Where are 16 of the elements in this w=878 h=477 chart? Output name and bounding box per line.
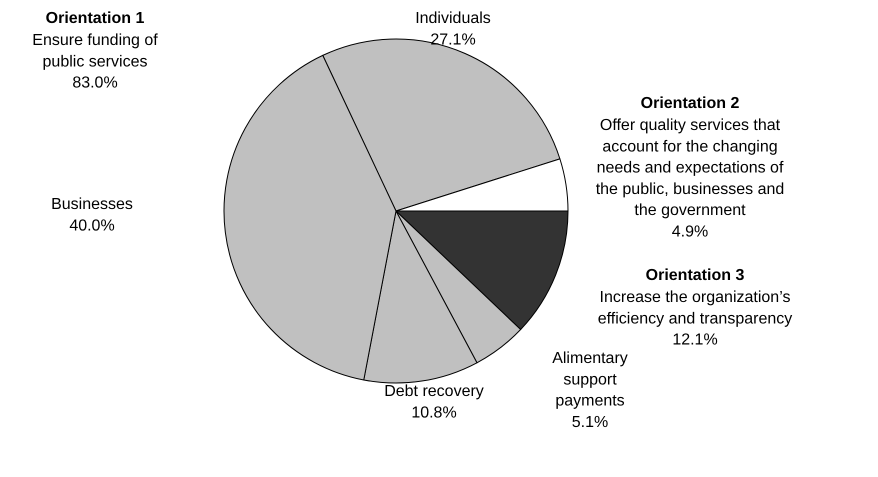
slice-label: Businesses: [51, 196, 133, 212]
slice-label: Debt recovery: [384, 382, 484, 400]
slice-label: Increase the organization’s efficiency and transparency: [598, 288, 792, 327]
text: Orientation 2: [640, 94, 740, 112]
data-label: 27.1%: [430, 30, 476, 48]
slice-label: Individuals: [415, 10, 491, 26]
data-label: 40.0%: [69, 216, 115, 234]
slice-label: Alimentary support payments: [552, 350, 628, 410]
slice-label: Offer quality services that account for the changing needs and expectations of the public, businesses and the government: [596, 116, 784, 219]
data-label: 12.1%: [672, 331, 718, 348]
data-label: 4.9%: [672, 223, 708, 240]
text: Ensure funding of public services 83.0%: [32, 32, 158, 92]
data-label: 10.8%: [411, 404, 457, 421]
text: Orientation 1: [46, 10, 144, 26]
text: Orientation 3: [646, 266, 744, 284]
data-label: 5.1%: [572, 413, 608, 430]
